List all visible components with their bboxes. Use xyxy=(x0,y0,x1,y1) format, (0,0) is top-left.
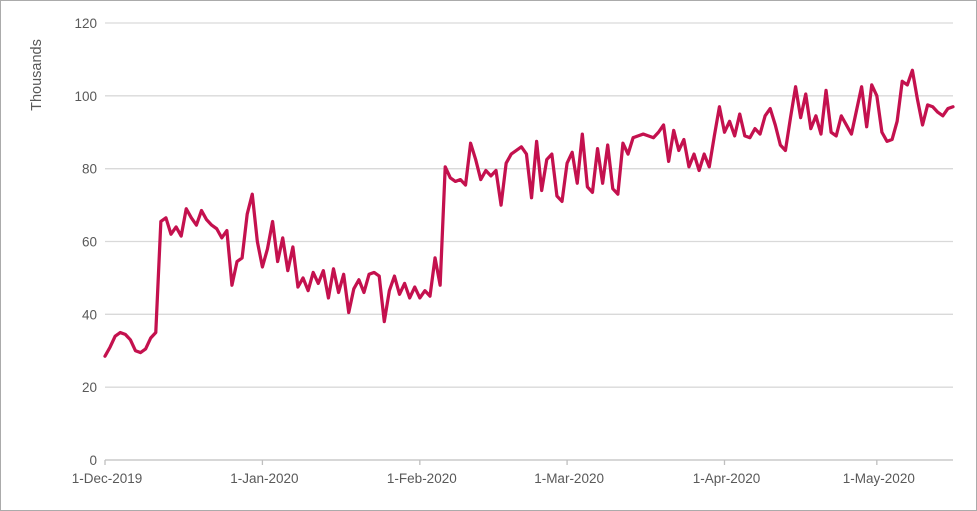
x-axis-tick-marks xyxy=(104,460,878,465)
x-tick-label: 1-Jan-2020 xyxy=(230,471,298,486)
y-tick-label: 60 xyxy=(82,235,97,250)
y-tick-label: 20 xyxy=(82,380,97,395)
x-tick-label: 1-Apr-2020 xyxy=(693,471,761,486)
y-axis-tick-labels: 0 20 40 60 80 100 120 xyxy=(74,16,97,468)
y-axis-title: Thousands xyxy=(29,39,45,111)
x-axis-tick-labels: 1-Dec-2019 1-Jan-2020 1-Feb-2020 1-Mar-2020… xyxy=(72,471,915,486)
x-tick-label: 1-May-2020 xyxy=(843,471,915,486)
y-tick-label: 0 xyxy=(89,453,97,468)
y-tick-label: 40 xyxy=(82,307,97,322)
y-tick-label: 100 xyxy=(74,89,97,104)
x-tick-label: 1-Dec-2019 xyxy=(72,471,143,486)
gridlines xyxy=(105,22,953,388)
y-tick-label: 120 xyxy=(74,16,97,31)
data-series-line xyxy=(103,68,955,358)
x-tick-label: 1-Feb-2020 xyxy=(387,471,457,486)
x-tick-label: 1-Mar-2020 xyxy=(534,471,604,486)
y-tick-label: 80 xyxy=(82,162,97,177)
